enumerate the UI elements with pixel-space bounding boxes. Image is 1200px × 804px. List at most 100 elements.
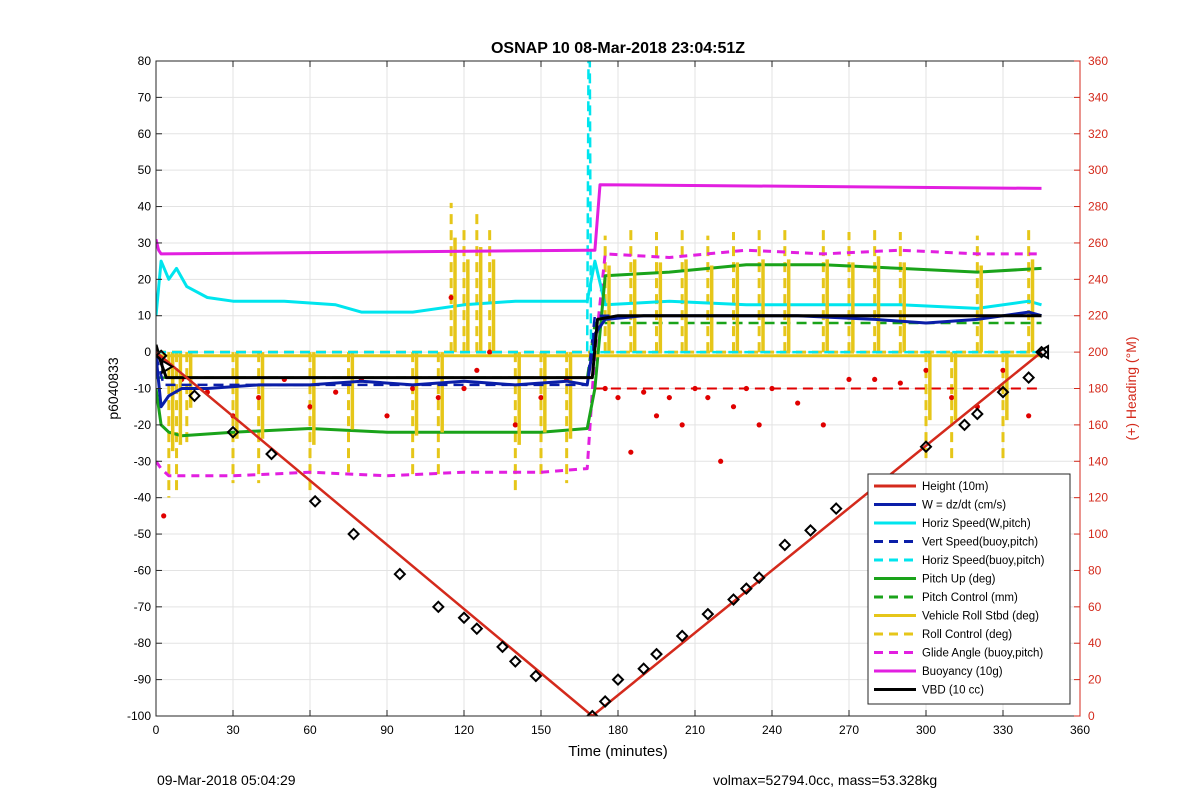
heading-point — [718, 458, 724, 464]
height-diamond-marker — [156, 349, 168, 363]
y2-tick-label: 220 — [1088, 309, 1108, 323]
heading-point — [487, 349, 493, 355]
height-diamond-marker — [265, 447, 278, 461]
y-tick-label: -10 — [134, 382, 152, 396]
heading-point — [820, 422, 826, 428]
legend-entry-label: Pitch Control (mm) — [922, 592, 1018, 604]
y2-axis-label: (+) Heading (°M) — [1123, 336, 1139, 440]
heading-point — [705, 394, 711, 401]
heading-point — [538, 394, 544, 401]
heading-point — [795, 400, 801, 406]
heading-point — [628, 449, 634, 455]
y-tick-label: -20 — [134, 418, 152, 432]
x-tick-label: 0 — [153, 723, 160, 737]
y2-tick-label: 240 — [1088, 272, 1108, 286]
x-tick-label: 210 — [685, 723, 705, 737]
height-diamond-marker — [347, 527, 361, 541]
x-tick-label: 330 — [993, 723, 1013, 737]
height-diamond-marker — [188, 389, 201, 403]
y2-tick-label: 260 — [1088, 236, 1108, 250]
height-diamond-marker — [675, 629, 689, 643]
height-diamond-marker — [585, 709, 599, 716]
heading-point — [756, 422, 762, 428]
x-tick-label: 30 — [226, 723, 240, 737]
y-axis-label: p6040833 — [105, 357, 121, 420]
height-diamond-marker — [701, 607, 715, 621]
legend-box — [867, 473, 1071, 705]
height-diamond-marker — [431, 600, 445, 614]
height-diamond-marker — [958, 418, 971, 432]
series-height — [156, 351, 1043, 716]
heading-point — [410, 385, 416, 392]
x-tick-label: 270 — [839, 723, 859, 737]
y-tick-label: 20 — [138, 272, 152, 286]
y-tick-label: -30 — [134, 454, 152, 468]
height-diamond-marker — [598, 695, 612, 708]
x-tick-label: 60 — [303, 723, 317, 737]
y2-tick-label: 100 — [1088, 527, 1108, 541]
y-tick-label: -40 — [134, 491, 152, 505]
y2-tick-label: 140 — [1088, 454, 1108, 468]
height-diamond-marker — [226, 425, 240, 439]
x-tick-label: 300 — [916, 723, 936, 737]
y2-tick-label: 0 — [1088, 709, 1095, 723]
heading-point — [1000, 367, 1006, 373]
legend-entry-label: Vert Speed(buoy,pitch) — [922, 537, 1038, 549]
y-tick-label: 50 — [138, 163, 152, 177]
legend-entry-label: Horiz Speed(W,pitch) — [922, 518, 1031, 530]
heading-point — [461, 385, 467, 392]
heading-point — [641, 389, 647, 395]
height-diamond-marker — [1035, 345, 1048, 359]
heading-point — [730, 404, 737, 410]
y-tick-label: -100 — [127, 709, 151, 723]
x-tick-label: 120 — [454, 723, 474, 737]
heading-point — [333, 389, 339, 395]
y-tick-label: -60 — [134, 563, 152, 577]
legend-entry-label: Roll Control (deg) — [922, 629, 1012, 641]
height-diamond-marker — [496, 640, 509, 654]
y2-tick-label: 300 — [1088, 163, 1108, 177]
height-diamond-marker — [804, 524, 817, 537]
y-tick-label: -90 — [134, 673, 152, 687]
footer-volmax-mass: volmax=52794.0cc, mass=53.328kg — [713, 772, 938, 788]
legend-entry-label: Buoyancy (10g) — [922, 666, 1003, 678]
y2-tick-label: 180 — [1088, 382, 1108, 396]
x-axis-label: Time (minutes) — [568, 743, 667, 760]
height-diamond-marker — [637, 662, 651, 676]
heading-point — [384, 413, 390, 419]
height-diamond-marker — [778, 538, 792, 552]
legend-entry-label: VBD (10 cc) — [922, 685, 984, 697]
y-tick-label: 40 — [138, 200, 152, 214]
height-diamond-marker — [752, 571, 766, 585]
height-diamond-marker — [457, 611, 471, 625]
y-tick-label: 60 — [138, 127, 152, 141]
y2-tick-label: 120 — [1088, 491, 1108, 505]
height-diamond-marker — [393, 567, 407, 581]
heading-point — [602, 385, 608, 392]
y2-tick-label: 200 — [1088, 345, 1108, 359]
height-diamond-marker — [1022, 371, 1036, 384]
height-diamond-marker — [970, 407, 984, 421]
height-diamond-marker — [996, 385, 1010, 399]
height-diamond-marker — [308, 494, 322, 508]
heading-point — [615, 394, 621, 401]
height-diamond-marker — [650, 647, 663, 661]
series-horiz-speed — [156, 259, 1042, 316]
series-buoyancy — [156, 183, 1042, 256]
height-diamond-marker — [829, 502, 843, 515]
series-glide-angle — [156, 248, 1042, 478]
y2-tick-label: 160 — [1088, 418, 1108, 432]
legend-entry-label: Glide Angle (buoy,pitch) — [922, 648, 1043, 660]
x-tick-label: 180 — [608, 723, 628, 737]
height-diamond-marker — [470, 622, 484, 636]
y-tick-label: -80 — [134, 636, 152, 650]
heading-point — [872, 376, 878, 383]
heading-point — [679, 422, 685, 428]
heading-point — [256, 394, 262, 401]
y-tick-label: -70 — [134, 600, 152, 614]
y-tick-label: 80 — [138, 54, 152, 68]
x-tick-label: 360 — [1070, 723, 1090, 737]
heading-point — [846, 376, 852, 383]
heading-point — [653, 413, 660, 419]
